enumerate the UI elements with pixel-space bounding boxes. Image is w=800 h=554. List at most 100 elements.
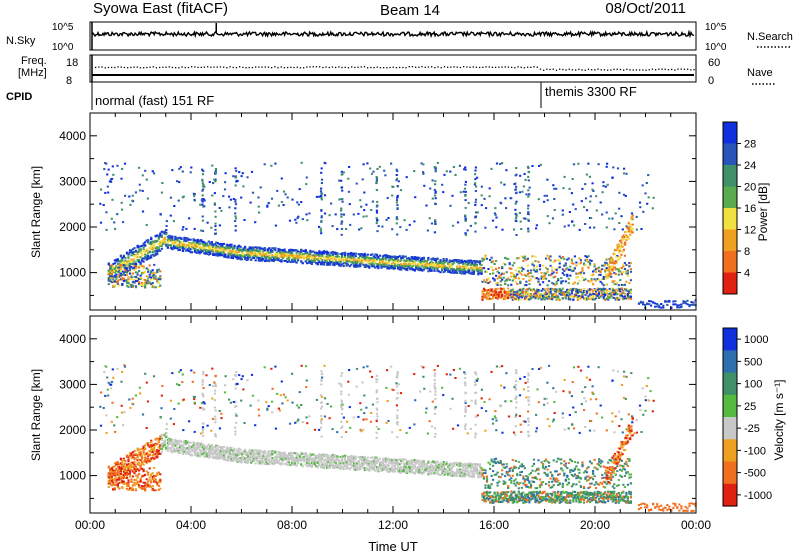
range-cell <box>360 256 363 258</box>
range-cell <box>416 258 419 261</box>
nave-dot <box>421 66 423 68</box>
range-cell <box>133 275 136 278</box>
range-cell <box>672 300 675 303</box>
range-cell <box>274 253 277 256</box>
range-cell <box>168 244 171 247</box>
range-cell <box>598 288 601 290</box>
nave-dot <box>501 66 503 68</box>
range-cell <box>294 249 297 251</box>
range-cell <box>451 259 454 262</box>
range-cell <box>139 263 142 266</box>
range-cell <box>592 190 595 192</box>
range-cell <box>301 218 304 221</box>
range-cell <box>112 275 115 278</box>
range-cell <box>582 289 586 292</box>
range-cell <box>159 278 162 281</box>
range-cell <box>268 247 271 250</box>
range-cell <box>234 212 237 215</box>
nave-dot <box>379 67 382 69</box>
range-cell <box>221 248 224 251</box>
range-cell <box>128 262 132 265</box>
range-cell <box>145 178 148 181</box>
range-cell <box>622 248 625 251</box>
range-cell <box>204 244 207 247</box>
noise-panel: N.Sky N.Search 10^5 10^0 10^5 10^0 <box>6 21 793 53</box>
range-cell <box>111 165 114 168</box>
range-cell <box>522 294 525 297</box>
range-cell <box>406 265 409 267</box>
nave-dot <box>437 66 439 68</box>
range-cell <box>517 266 520 269</box>
range-cell <box>145 442 148 445</box>
range-cell <box>601 264 604 267</box>
range-cell <box>400 266 403 269</box>
range-cell <box>136 271 139 274</box>
range-cell <box>394 255 397 258</box>
range-cell <box>566 273 569 276</box>
range-cell <box>357 259 360 262</box>
range-cell <box>189 171 192 174</box>
range-cell <box>207 240 210 243</box>
range-cell <box>561 268 564 271</box>
range-cell <box>121 273 124 276</box>
range-cell <box>672 303 675 306</box>
range-cell <box>338 198 341 201</box>
range-cell <box>424 267 427 269</box>
range-cell <box>584 255 587 258</box>
range-cell <box>327 258 330 261</box>
range-cell <box>579 261 582 264</box>
colorbar-tick-label: 20 <box>744 182 756 194</box>
nave-dot <box>395 67 398 69</box>
range-cell <box>188 244 191 247</box>
range-cell <box>116 473 119 476</box>
range-cell <box>394 259 397 262</box>
range-cell <box>207 253 210 256</box>
range-cell <box>341 189 344 192</box>
range-cell <box>209 248 212 251</box>
range-cell <box>171 239 174 242</box>
range-cell <box>406 260 409 263</box>
range-cell <box>611 293 614 296</box>
range-cell <box>464 232 467 235</box>
range-cell <box>234 225 237 227</box>
range-cell <box>145 275 148 278</box>
range-cell <box>106 185 109 188</box>
range-cell <box>263 255 266 258</box>
range-cell <box>247 256 250 259</box>
range-cell <box>434 180 437 183</box>
range-cell <box>139 459 142 462</box>
range-cell <box>493 291 496 293</box>
range-cell <box>557 296 560 299</box>
range-cell <box>598 293 601 296</box>
range-cell <box>331 263 335 266</box>
range-cell <box>112 472 115 475</box>
range-cell <box>523 173 526 175</box>
range-cell <box>598 291 601 294</box>
range-cell <box>540 295 543 298</box>
range-cell <box>626 290 629 293</box>
range-cell <box>615 260 618 263</box>
range-cell <box>144 453 147 456</box>
range-cell <box>397 256 400 258</box>
range-cell <box>365 259 368 262</box>
range-cell <box>604 292 607 294</box>
range-cell <box>175 238 179 240</box>
range-cell <box>116 260 119 263</box>
range-cell <box>522 268 525 271</box>
range-cell <box>555 298 558 301</box>
range-cell <box>376 200 379 203</box>
range-cell <box>295 221 298 224</box>
range-cell <box>590 259 593 262</box>
range-cell <box>116 263 119 265</box>
range-cell <box>534 270 537 273</box>
range-cell <box>611 260 614 262</box>
range-cell <box>481 292 484 295</box>
range-cell <box>203 252 206 255</box>
range-cell <box>107 263 110 266</box>
range-cell <box>398 267 401 270</box>
range-cell <box>468 261 471 264</box>
range-cell <box>247 250 250 252</box>
range-cell <box>116 466 119 468</box>
range-cell <box>607 258 610 260</box>
range-cell <box>656 305 659 308</box>
